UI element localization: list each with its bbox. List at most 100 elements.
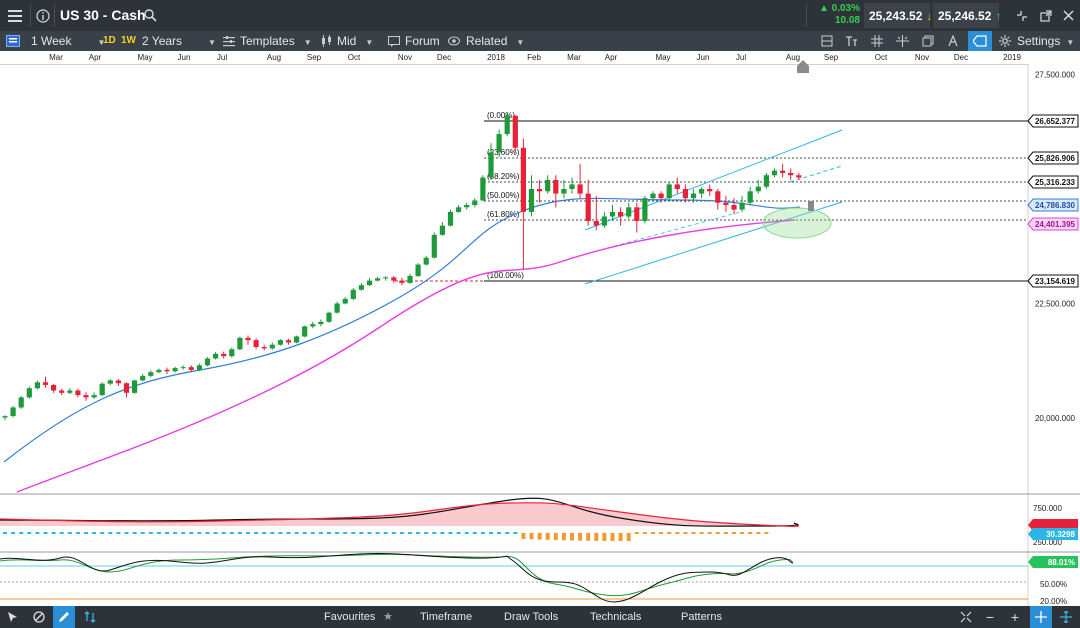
candle-body [561,189,567,194]
copy-chart-icon[interactable] [919,31,937,51]
block-icon[interactable] [28,606,50,628]
macd-histogram-bar [659,532,664,534]
price-type-select[interactable]: Mid ▼ [337,34,374,48]
price-tag [1027,198,1079,212]
close-icon[interactable] [1058,0,1078,31]
related-menu[interactable]: Related ▼ [466,34,525,48]
candle-body [164,369,170,372]
macd-histogram-bar [723,532,728,534]
macd-tag-label: 30.3298 [1046,530,1075,539]
price-tag-label: 23,154.619 [1035,277,1076,286]
time-axis-label: Jun [177,53,191,62]
settings-menu[interactable]: Settings ▼ [1017,34,1075,48]
popout-icon[interactable] [1036,0,1056,31]
time-axis-label: Oct [347,53,361,62]
candle-body [285,340,292,343]
macd-histogram-bar [740,532,745,534]
macd-histogram-bar [11,532,16,534]
time-axis-label: Apr [88,53,102,62]
range-select[interactable]: 2 Years ▼ [142,34,216,48]
macd-histogram-bar [480,532,485,534]
fib-label: (100.00%) [487,271,524,280]
candle-body [180,367,186,369]
pencil-icon[interactable] [53,606,75,628]
timeframe-select[interactable]: 1 Week ▼ [31,34,106,48]
candle-body [253,340,259,348]
macd-histogram-bar [553,533,558,541]
tf-1w-button[interactable]: 1W [121,35,136,46]
candle-body [26,388,32,398]
macd-histogram-bar [391,532,396,534]
timeframe-tab[interactable]: Timeframe [420,611,473,623]
price-tag [1027,217,1079,231]
favourites-tab[interactable]: Favourites [324,611,376,623]
sell-price-box[interactable]: 25,243.52 ↓ [864,3,932,28]
macd-histogram-bar [578,533,583,541]
macd-histogram-bar [383,532,388,534]
candle-body [115,380,121,384]
fit-icon[interactable] [1056,606,1076,628]
magnet-icon[interactable] [944,31,962,51]
candle-body [626,207,632,217]
macd-histogram-bar [173,532,178,534]
candle-body [391,277,397,281]
candle-body [318,321,324,325]
eraser-icon[interactable] [968,31,992,51]
macd-histogram-bar [27,532,32,534]
macd-histogram-bar [408,532,412,534]
swap-icon[interactable] [79,606,101,628]
cursor-icon[interactable] [2,606,24,628]
candle-body [350,289,356,299]
collapse-icon[interactable] [1012,0,1032,31]
tf-1d-button[interactable]: 1D [103,35,116,46]
search-icon[interactable] [142,0,158,31]
time-axis-label: Oct [874,53,888,62]
zoom-in-icon[interactable]: + [1010,609,1020,625]
trend-channel [584,129,843,285]
zoom-out-icon[interactable]: − [985,609,995,625]
candle-body [796,175,802,178]
templates-menu[interactable]: Templates ▼ [240,34,312,48]
price-chart[interactable]: 27,500.000 22,500.000 20,000.000 (0.00%) (2… [0,52,1080,606]
time-axis-label: 2018 [487,53,505,62]
crosshair-mode-icon[interactable] [1030,606,1052,628]
macd-histogram-bar [148,532,153,534]
time-marker-icon [797,60,809,66]
draw-tools-tab[interactable]: Draw Tools [504,611,559,623]
candle-body [383,277,389,279]
macd-histogram-bar [294,532,299,534]
candle-body [755,186,761,192]
star-icon[interactable]: ★ [383,611,393,623]
patterns-tab[interactable]: Patterns [681,611,722,623]
candle-body [609,211,616,217]
slow-moving-average [16,219,796,493]
forum-button[interactable]: Forum [405,34,440,48]
macd-histogram-bar [691,532,696,534]
menu-icon[interactable] [0,0,30,31]
related-icon [447,31,461,51]
bottom-bar: Favourites ★ Timeframe Draw Tools Techni… [0,606,1080,628]
price-axis-label: 22,500.000 [1035,300,1076,309]
candle-body [358,285,364,290]
macd-histogram-bar [335,532,340,534]
macd-histogram-bar [675,532,680,534]
macd-histogram-bar [124,532,129,534]
grid-icon[interactable] [868,31,886,51]
layout-icon[interactable] [818,31,836,51]
text-tool-icon[interactable] [842,31,860,51]
chart-toolbar: 1 Week ▼ 1D 1W 2 Years ▼ Templates ▼ Mid ▼ F… [0,31,1080,51]
info-icon[interactable] [32,0,54,31]
macd-histogram-bar [489,532,493,534]
instrument-title[interactable]: US 30 - Cash [60,7,146,23]
scale-icon[interactable] [956,606,976,628]
macd-histogram-bar [351,532,356,534]
candle-body [439,225,445,235]
crosshair-icon[interactable] [893,31,911,51]
buy-price-box[interactable]: 25,246.52 ↑ [933,3,1001,28]
candle-body [763,175,769,187]
technicals-tab[interactable]: Technicals [590,611,642,623]
candle-body [188,367,194,370]
panel-toggle-icon[interactable] [5,31,21,51]
candle-body [553,179,559,194]
candle-body [18,397,24,408]
